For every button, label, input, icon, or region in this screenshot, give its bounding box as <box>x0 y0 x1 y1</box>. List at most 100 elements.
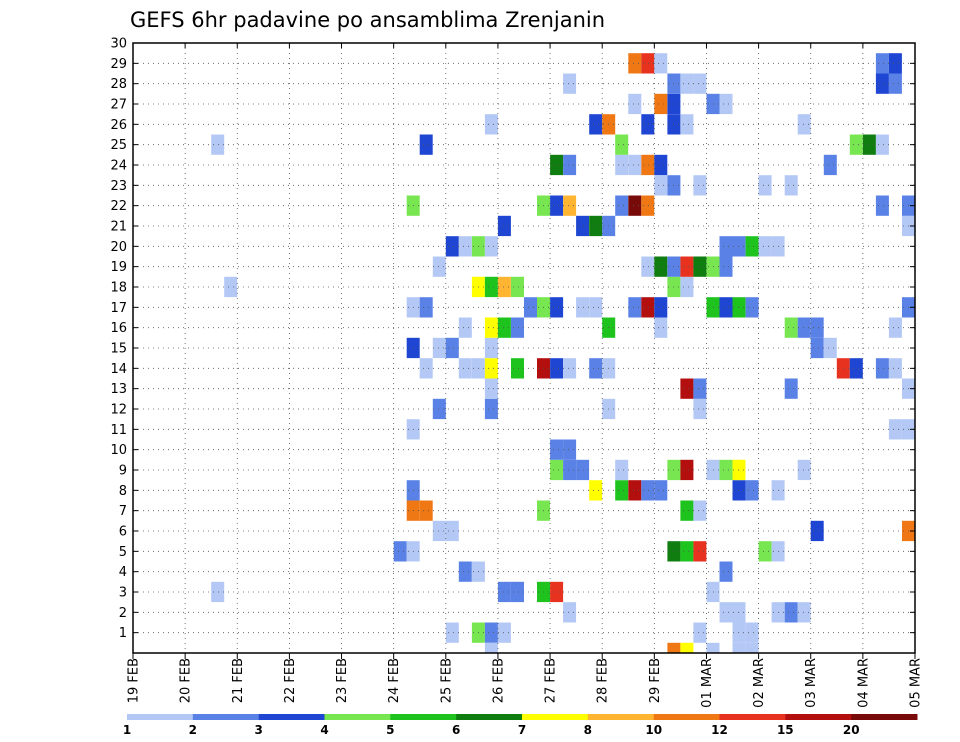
heatmap-cell-198 <box>706 642 720 653</box>
heatmap-cell-132 <box>458 236 472 257</box>
heatmap-cell-82 <box>849 358 863 379</box>
legend-label: 7 <box>518 723 526 737</box>
heatmap-cell-67 <box>680 378 694 399</box>
grid-layer <box>133 42 915 653</box>
x-axis: 19 FEB 20 FEB 21 FEB 22 FEB 23 FEB 24 FEB 25 F… <box>127 43 924 708</box>
y-tick-label: 2 <box>119 606 127 621</box>
y-tick-label: 12 <box>110 403 127 418</box>
heatmap-cell-42 <box>641 480 655 501</box>
heatmap-cell-92 <box>484 317 498 338</box>
heatmap-cell-190 <box>628 53 642 74</box>
heatmap-cell-118 <box>484 276 498 298</box>
heatmap-cell-175 <box>641 114 655 135</box>
heatmap-cell-14 <box>497 581 511 603</box>
heatmap-cell-97 <box>784 317 798 338</box>
y-tick-label: 3 <box>119 586 127 601</box>
heatmap-cell-119 <box>497 276 511 298</box>
legend-label: 6 <box>452 723 460 737</box>
heatmap-cell-36 <box>680 500 694 521</box>
heatmap-cell-134 <box>484 236 498 257</box>
y-axis: 1234567891011121314151617181920212223242… <box>110 37 915 641</box>
y-tick-label: 17 <box>110 301 127 316</box>
heatmap-cell-103 <box>524 297 537 318</box>
heatmap-cell-151 <box>641 195 655 216</box>
heatmap-cell-47 <box>550 459 564 481</box>
x-tick-label: 24 FEB <box>387 658 402 703</box>
legend-swatch <box>785 714 852 720</box>
heatmap-cell-108 <box>628 297 642 318</box>
y-tick-label: 5 <box>119 545 127 560</box>
heatmap-cell-19 <box>458 561 472 582</box>
x-tick-label: 20 FEB <box>179 658 194 703</box>
heatmap-cell-170 <box>862 134 876 155</box>
heatmap-cell-138 <box>758 236 772 257</box>
heatmap-cell-79 <box>589 358 603 379</box>
heatmap-cell-6 <box>745 622 759 643</box>
heatmap-cell-162 <box>628 154 642 176</box>
heatmap-cell-12 <box>797 602 811 623</box>
x-tick-label: 04 MAR <box>856 658 871 708</box>
heatmap-cell-69 <box>784 378 798 399</box>
heatmap-cell-157 <box>758 175 772 196</box>
heatmap-cell-156 <box>693 175 707 196</box>
heatmap-cell-94 <box>511 317 524 338</box>
heatmap-cell-107 <box>589 297 603 318</box>
heatmap-cell-91 <box>458 317 472 338</box>
x-tick-label: 21 FEB <box>231 658 246 703</box>
heatmap-cell-164 <box>654 154 668 176</box>
heatmap-cell-195 <box>484 642 498 653</box>
heatmap-cell-4 <box>693 622 707 643</box>
heatmap-cell-62 <box>432 398 446 420</box>
heatmap-cell-196 <box>667 642 681 653</box>
heatmap-cell-110 <box>654 297 668 318</box>
heatmap-cell-149 <box>615 195 629 216</box>
legend-swatch <box>719 714 786 720</box>
y-tick-label: 7 <box>119 504 127 519</box>
heatmap-cell-72 <box>458 358 472 379</box>
y-tick-label: 16 <box>110 321 127 336</box>
heatmap-cell-188 <box>875 73 889 94</box>
heatmap-cell-173 <box>589 114 603 135</box>
heatmap-cell-88 <box>484 337 498 359</box>
heatmap-cell-112 <box>719 297 733 318</box>
heatmap-cell-197 <box>680 642 694 653</box>
x-tick-label: 23 FEB <box>335 658 350 703</box>
heatmap-cell-159 <box>550 154 564 176</box>
heatmap-cell-37 <box>693 500 707 521</box>
heatmap-cell-161 <box>615 154 629 176</box>
heatmap-cell-178 <box>797 114 811 135</box>
legend-swatch <box>522 714 589 720</box>
heatmap-cell-165 <box>823 154 837 176</box>
heatmap-cell-65 <box>693 398 707 420</box>
legend-label: 10 <box>645 723 662 737</box>
legend-swatch <box>192 714 260 720</box>
heatmap-cell-75 <box>511 358 524 379</box>
heatmap-cell-84 <box>888 358 902 379</box>
legend-swatch <box>127 714 194 720</box>
x-tick-label: 25 FEB <box>439 658 454 703</box>
y-tick-label: 25 <box>110 138 127 153</box>
heatmap-cell-29 <box>432 520 446 542</box>
heatmap-cell-150 <box>628 195 642 216</box>
heatmap-cell-160 <box>563 154 577 176</box>
heatmap-cell-131 <box>445 236 459 257</box>
x-tick-label: 02 MAR <box>752 658 767 708</box>
heatmap-cell-77 <box>550 358 564 379</box>
heatmap-cell-89 <box>810 337 824 359</box>
heatmap-cell-114 <box>745 297 759 318</box>
y-tick-label: 1 <box>119 626 127 641</box>
y-tick-label: 13 <box>110 382 127 397</box>
legend-label: 2 <box>189 723 197 737</box>
x-tick-label: 03 MAR <box>804 658 819 708</box>
heatmap-cell-130 <box>719 256 733 277</box>
heatmap-cell-200 <box>745 642 759 653</box>
heatmap-cell-22 <box>393 541 407 562</box>
legend-swatch <box>851 714 918 720</box>
legend-swatch <box>258 714 325 720</box>
heatmap-cell-192 <box>654 53 668 74</box>
heatmap-cell-137 <box>745 236 759 257</box>
legend-label: 15 <box>777 723 794 737</box>
heatmap-cell-40 <box>615 480 629 501</box>
cells-layer <box>211 53 915 653</box>
